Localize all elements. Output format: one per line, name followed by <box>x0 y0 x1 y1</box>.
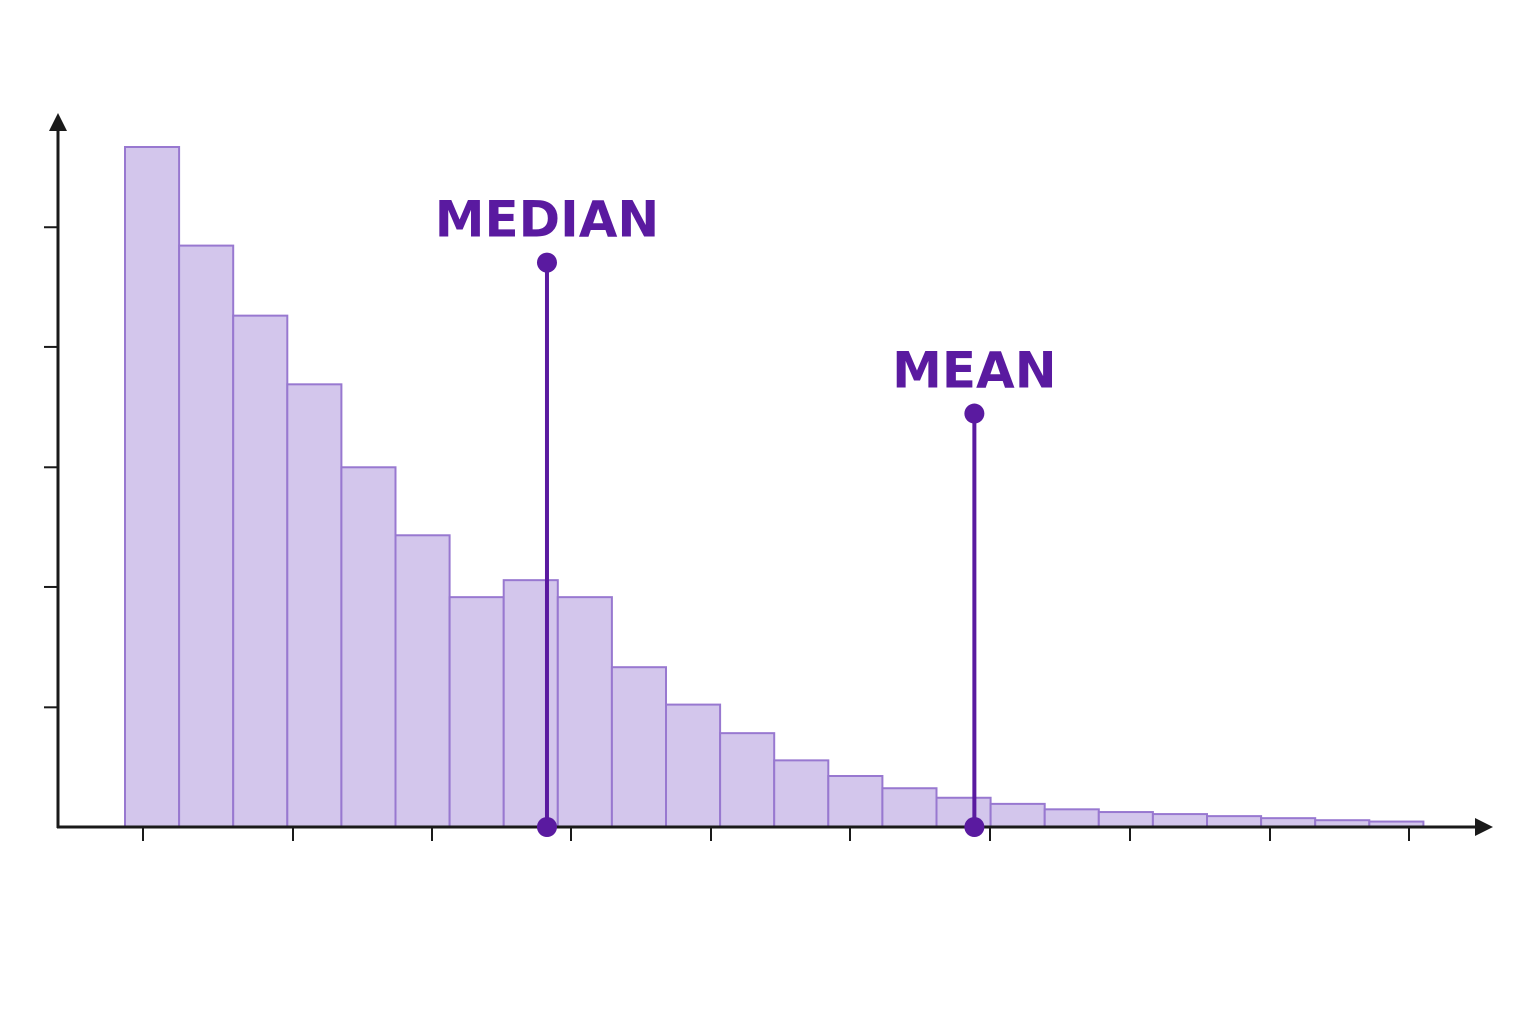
mean-marker: MEAN <box>892 342 1057 837</box>
x-axis-arrowhead <box>1475 818 1493 836</box>
bars-group <box>124 146 1425 829</box>
mean-label: MEAN <box>892 342 1056 400</box>
histogram-bar <box>1151 813 1209 829</box>
median-top-dot <box>536 252 557 273</box>
histogram-bar <box>719 732 776 828</box>
histogram-bar <box>394 534 451 829</box>
histogram-bar <box>665 703 722 828</box>
histogram-bar <box>881 787 938 828</box>
histogram-bar <box>610 666 668 829</box>
histogram-bar <box>178 244 235 829</box>
histogram-bar <box>232 314 289 828</box>
histogram-bar <box>502 579 559 828</box>
mean-top-dot <box>964 403 985 424</box>
y-axis-arrowhead <box>49 113 67 131</box>
histogram-bar <box>1097 811 1154 828</box>
ticks-group <box>44 226 1410 841</box>
median-marker: MEDIAN <box>435 191 660 837</box>
histogram-bar <box>340 466 397 828</box>
histogram-bar <box>286 383 343 828</box>
histogram-bar <box>773 759 830 828</box>
median-base-dot <box>536 817 557 837</box>
histogram-bar <box>124 146 181 828</box>
markers-group: MEDIAN MEAN <box>435 191 1057 837</box>
histogram-bar <box>448 596 505 828</box>
histogram-bar <box>1206 815 1263 828</box>
histogram-bar <box>1043 808 1100 829</box>
histogram-bar <box>827 775 884 828</box>
histogram-bar <box>989 802 1046 829</box>
mean-base-dot <box>964 817 985 837</box>
histogram-bar <box>556 596 613 828</box>
median-label: MEDIAN <box>435 191 660 249</box>
